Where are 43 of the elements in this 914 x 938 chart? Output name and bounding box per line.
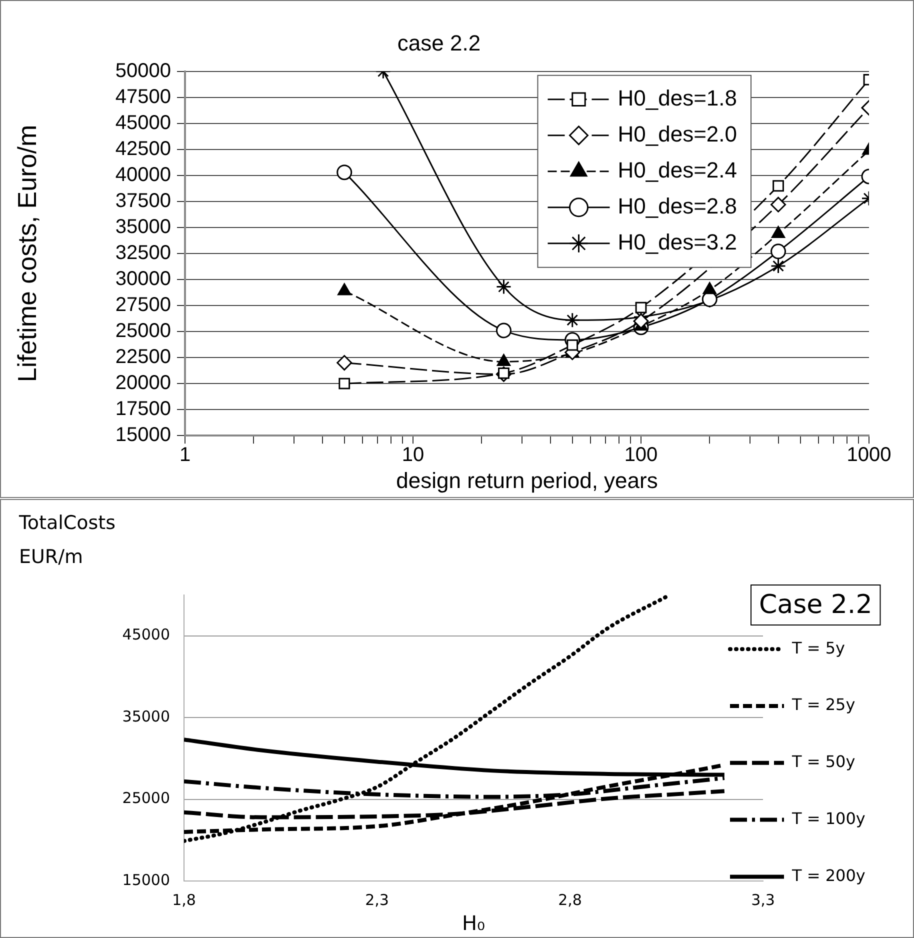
y-tick-label: 37500 xyxy=(115,190,171,212)
y-tick-label: 45000 xyxy=(122,626,170,644)
x-tick-label: 2,3 xyxy=(365,890,389,909)
x-axis-title: H₀ xyxy=(462,911,486,936)
x-tick-label: 3,3 xyxy=(751,890,775,909)
y-tick-label: 17500 xyxy=(115,398,171,420)
legend-label: H0_des=2.4 xyxy=(618,157,738,182)
y-tick-label: 45000 xyxy=(115,112,171,134)
y-tick-label: 47500 xyxy=(115,86,171,108)
y-tick-label: 35000 xyxy=(122,707,170,726)
y-tick-label: 32500 xyxy=(115,242,171,264)
chart-title: case 2.2 xyxy=(397,30,481,56)
y-tick-label: 15000 xyxy=(122,870,170,889)
x-tick-label: 1,8 xyxy=(172,890,196,909)
x-tick-label: 10 xyxy=(402,444,424,466)
legend-label: H0_des=1.8 xyxy=(618,85,738,110)
y-tick-label: 25000 xyxy=(122,789,170,808)
y-tick-label: 35000 xyxy=(115,216,171,238)
legend-label: T = 25y xyxy=(791,695,856,714)
y-tick-label: 20000 xyxy=(115,372,171,394)
y-tick-label: 22500 xyxy=(115,346,171,368)
y-tick-label: 25000 xyxy=(115,320,171,342)
legend-label: H0_des=2.0 xyxy=(618,121,738,146)
x-tick-label: 1000 xyxy=(846,444,892,466)
y-tick-label: 40000 xyxy=(115,164,171,186)
y-tick-label: 15000 xyxy=(115,424,171,446)
x-tick-label: 1 xyxy=(179,444,191,466)
y-tick-label: 42500 xyxy=(115,138,171,160)
x-tick-label: 2,8 xyxy=(558,890,582,909)
x-axis-title: design return period, years xyxy=(396,468,658,493)
y-axis-title: Lifetime costs, Euro/m xyxy=(12,124,42,382)
y-tick-label: 50000 xyxy=(115,60,171,82)
legend-label: H0_des=3.2 xyxy=(618,229,738,254)
legend-label: T = 100y xyxy=(791,808,866,828)
y-axis-title: TotalCosts EUR/m xyxy=(19,511,117,570)
x-tick-label: 100 xyxy=(624,444,658,466)
legend-label: H0_des=2.8 xyxy=(618,193,738,218)
y-tick-label: 27500 xyxy=(115,294,171,316)
y-tick-label: 30000 xyxy=(115,268,171,290)
legend-label: T = 5y xyxy=(791,638,845,658)
text: Case 2.2 xyxy=(759,590,872,620)
legend-label: T = 200y xyxy=(791,866,866,885)
legend-label: T = 50y xyxy=(791,752,856,772)
